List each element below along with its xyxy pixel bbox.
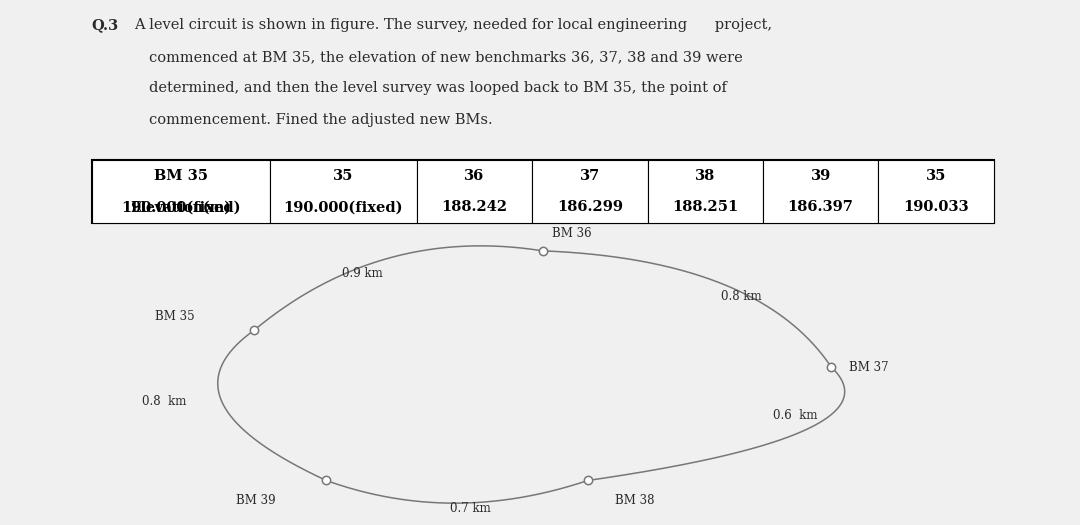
- Text: 190.000(fixed): 190.000(fixed): [121, 201, 241, 214]
- Bar: [92, 160, 270, 223]
- Bar: [762, 160, 878, 223]
- FancyBboxPatch shape: [92, 160, 994, 223]
- Text: 186.397: 186.397: [787, 201, 853, 214]
- Text: 0.6  km: 0.6 km: [773, 409, 818, 422]
- Text: BM 35: BM 35: [154, 310, 194, 322]
- Bar: [417, 160, 532, 223]
- Text: 0.8  km: 0.8 km: [141, 395, 186, 407]
- Text: 35: 35: [334, 169, 353, 183]
- Text: 0.8 km: 0.8 km: [720, 290, 761, 303]
- Text: 186.299: 186.299: [557, 201, 623, 214]
- Text: 188.242: 188.242: [442, 201, 508, 214]
- Text: BM 39: BM 39: [237, 494, 275, 507]
- Text: 190.033: 190.033: [903, 201, 969, 214]
- Text: BM 38: BM 38: [615, 494, 654, 507]
- Text: 39: 39: [810, 169, 831, 183]
- Bar: [532, 160, 648, 223]
- Bar: [878, 160, 994, 223]
- Text: commenced at BM 35, the elevation of new benchmarks 36, 37, 38 and 39 were: commenced at BM 35, the elevation of new…: [149, 50, 743, 64]
- Text: 190.000(fixed): 190.000(fixed): [284, 201, 403, 214]
- Text: 36: 36: [464, 169, 485, 183]
- Text: commencement. Fined the adjusted new BMs.: commencement. Fined the adjusted new BMs…: [149, 113, 492, 127]
- Text: BM 36: BM 36: [552, 227, 592, 240]
- Text: Q.3: Q.3: [92, 18, 119, 33]
- Bar: [270, 160, 417, 223]
- Text: A level circuit is shown in figure. The survey, needed for local engineering    : A level circuit is shown in figure. The …: [134, 18, 772, 33]
- Text: Elevation(m): Elevation(m): [131, 201, 231, 214]
- Text: 0.7 km: 0.7 km: [450, 502, 491, 516]
- Text: 0.9 km: 0.9 km: [342, 267, 382, 280]
- Text: determined, and then the level survey was looped back to BM 35, the point of: determined, and then the level survey wa…: [149, 81, 727, 96]
- Text: BM 37: BM 37: [849, 361, 889, 374]
- Text: 188.251: 188.251: [672, 201, 739, 214]
- Text: 38: 38: [696, 169, 715, 183]
- Bar: [648, 160, 762, 223]
- Text: 37: 37: [580, 169, 600, 183]
- Text: BM 35: BM 35: [154, 169, 208, 183]
- Text: 35: 35: [926, 169, 946, 183]
